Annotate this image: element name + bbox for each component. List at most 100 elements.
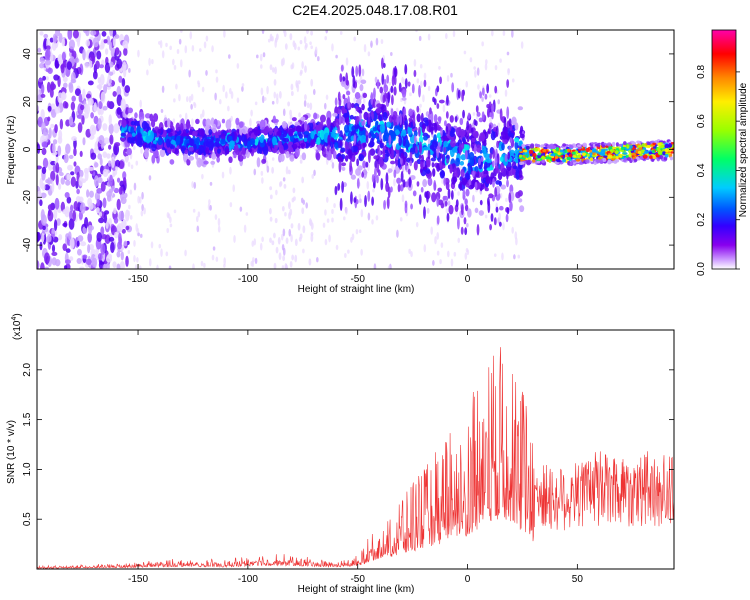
spectrogram-cell [670, 151, 674, 154]
spectrogram-cell [62, 101, 68, 109]
spectrogram-cell [228, 54, 231, 59]
spectrogram-cell [275, 189, 278, 196]
spectrogram-cell [464, 227, 468, 236]
spectrogram-cell [590, 161, 595, 165]
spectrogram-cell [360, 79, 367, 85]
spectrogram-cell [306, 102, 310, 109]
spectrogram-cell [455, 142, 460, 147]
spectrogram-cell [387, 91, 391, 104]
spectrogram-cell [69, 237, 75, 250]
spectrogram-cell [76, 258, 82, 265]
spectrogram-cell [511, 169, 516, 175]
spectrogram-cell [120, 251, 124, 261]
spectrogram-cell [433, 179, 437, 191]
spectrogram-cell [419, 103, 422, 108]
spectrogram-cell [347, 95, 351, 109]
spectrogram-cell [266, 165, 270, 173]
spectrogram-cell [178, 93, 181, 102]
spectrogram-cell [243, 224, 247, 233]
spectrogram-cell [524, 154, 529, 157]
spectrogram-cell [217, 217, 221, 227]
spectrogram-cell [239, 206, 243, 212]
spectrogram-cell [344, 117, 348, 123]
spectrogram-cell [118, 186, 123, 195]
spectrogram-cell [45, 76, 49, 81]
spectrogram-cell [343, 112, 349, 118]
spectrogram-cell [120, 137, 126, 142]
spectrogram-cell [390, 131, 396, 141]
spectrogram-cell [116, 58, 123, 69]
spectrogram-cell [536, 160, 541, 164]
spectrogram-cell [494, 155, 498, 167]
spectrogram-cell [381, 57, 384, 69]
spectrogram-cell [309, 122, 314, 130]
spectrogram-cell [338, 112, 342, 126]
spectrogram-cell [65, 179, 71, 186]
spectrogram-cell [291, 117, 297, 122]
spectrogram-cell [571, 151, 576, 155]
spectrogram-cell [311, 174, 315, 179]
spectrogram-cell [475, 170, 480, 178]
spectrogram-cell [511, 226, 514, 234]
spectrogram-cell [397, 183, 401, 193]
spectrogram-cell [57, 92, 64, 104]
spectrogram-cell [217, 129, 222, 136]
spectrogram-cell [441, 179, 444, 184]
spectrogram-cell [188, 95, 192, 104]
spectrogram-cell [298, 133, 304, 139]
spectrogram-cell [37, 143, 41, 154]
spectrogram-cell [124, 85, 131, 94]
spectrogram-cell [115, 166, 119, 171]
spectrogram-cell [143, 207, 146, 215]
spectrogram-cell [238, 121, 244, 128]
spectrogram-cell [499, 205, 504, 211]
spectrogram-cell [47, 177, 51, 186]
spectrogram-cell [214, 134, 219, 139]
spectrogram-cell [172, 118, 176, 124]
spectrogram-cell [294, 254, 298, 263]
spectrogram-cell [273, 232, 276, 239]
spectrogram-cell [404, 63, 408, 75]
spectrogram-cell [396, 229, 399, 238]
spectrogram-cell [208, 199, 211, 205]
spectrogram-cell [508, 118, 512, 127]
spectrogram-cell [495, 180, 501, 185]
spectrogram-cell [47, 116, 51, 122]
spectrogram-cell [365, 135, 369, 144]
spectrogram-cell [642, 154, 648, 159]
spectrogram-cell [633, 158, 638, 163]
spectrogram-cell [294, 147, 300, 158]
spectrogram-cell [74, 88, 81, 97]
spectrogram-cell [521, 143, 526, 149]
spectrogram-cell [578, 162, 583, 165]
spectrogram-cell [38, 78, 44, 83]
spectrogram-cell [395, 129, 400, 136]
spectrogram-cell [498, 221, 502, 227]
spectrogram-cell [90, 112, 94, 119]
spectrogram-cell [325, 30, 329, 34]
spectrogram-cell [205, 35, 209, 42]
spectrogram-cell [299, 69, 303, 75]
spectrogram-cell [351, 145, 356, 153]
spectrogram-cell [225, 119, 232, 130]
spectrogram-cell [136, 135, 141, 147]
spectrogram-cell [380, 178, 384, 191]
spectrogram-cell [426, 208, 430, 215]
spectrogram-cell [141, 132, 147, 137]
spectrogram-cell [39, 57, 45, 64]
spectrogram-cell [552, 148, 556, 152]
spectrogram-cell [432, 168, 436, 177]
spectrogram-cell [355, 65, 359, 77]
spectrogram-cell [300, 142, 305, 148]
spectrogram-cell [215, 76, 219, 83]
spectrogram-cell [241, 149, 246, 155]
spectrogram-cell [423, 72, 427, 80]
spectrogram-cell [423, 244, 427, 253]
spectrogram-cell [261, 95, 265, 104]
spectrogram-cell [402, 137, 406, 147]
spectrogram-cell [646, 144, 651, 149]
spectrogram-cell [201, 109, 205, 118]
spectrogram-cell [284, 143, 289, 150]
spectrogram-cell [188, 69, 191, 78]
spectrogram-cell [499, 108, 503, 121]
